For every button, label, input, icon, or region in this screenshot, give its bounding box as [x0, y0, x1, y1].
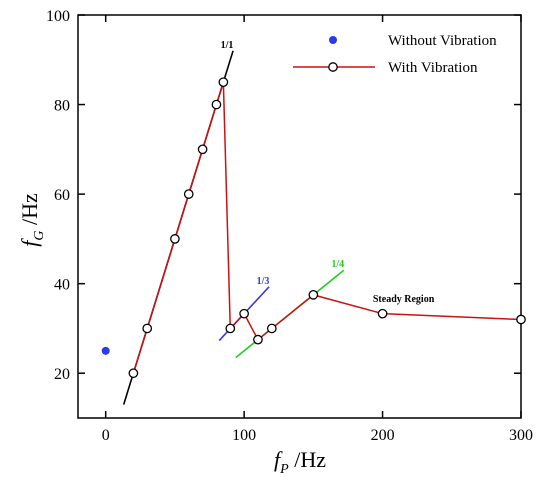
- x-tick-label: 200: [371, 427, 395, 444]
- reference-line-label: 1/1: [221, 40, 234, 51]
- data-point: [219, 78, 227, 86]
- annotation-label: Steady Region: [373, 294, 435, 305]
- y-tick-label: 40: [54, 277, 70, 294]
- reference-line-label: 1/4: [331, 259, 344, 270]
- y-tick-label: 20: [54, 366, 70, 383]
- data-point: [198, 145, 206, 153]
- legend-marker: [329, 63, 337, 71]
- y-tick-label: 60: [54, 187, 70, 204]
- y-tick-label: 100: [46, 8, 70, 25]
- data-series: [102, 78, 526, 377]
- legend: Without Vibration With Vibration: [293, 33, 497, 76]
- annotations: Steady Region: [373, 294, 435, 305]
- data-point: [102, 347, 110, 355]
- series-line: [133, 82, 521, 373]
- data-point: [212, 100, 220, 108]
- y-axis-label: fG /Hz: [17, 193, 47, 247]
- data-point: [171, 235, 179, 243]
- data-point: [309, 291, 317, 299]
- x-tick-label: 100: [232, 427, 256, 444]
- reference-line-label: 1/3: [257, 276, 270, 287]
- data-point: [517, 315, 525, 323]
- data-point: [268, 324, 276, 332]
- x-axis-label: fP /Hz: [274, 447, 326, 477]
- y-tick-label: 80: [54, 98, 70, 115]
- x-tick-label: 0: [102, 427, 110, 444]
- data-point: [254, 335, 262, 343]
- data-point: [226, 324, 234, 332]
- reference-lines: 1/1 1/3 1/4: [124, 40, 345, 405]
- legend-label: With Vibration: [388, 60, 478, 76]
- data-point: [185, 190, 193, 198]
- data-point: [143, 324, 151, 332]
- legend-label: Without Vibration: [388, 33, 497, 49]
- legend-marker: [329, 36, 337, 44]
- x-tick-label: 300: [509, 427, 533, 444]
- data-point: [129, 369, 137, 377]
- data-point: [240, 309, 248, 317]
- data-point: [378, 309, 386, 317]
